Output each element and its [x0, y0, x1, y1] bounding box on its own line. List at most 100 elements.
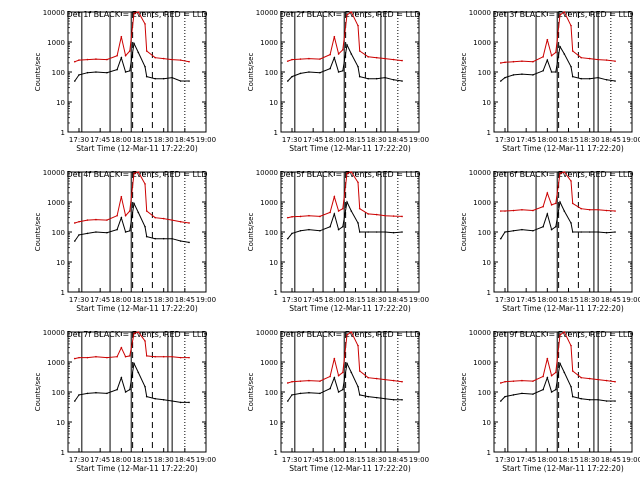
data-point-events [116, 228, 118, 231]
panel-det-4: Det 4f BLACK = Events, RED = LLD 1 10 100 10… [34, 169, 216, 313]
data-point-events [384, 76, 386, 79]
x-tick-label: 17:30 [69, 296, 89, 304]
data-point-lld [555, 202, 557, 205]
data-point-lld [319, 215, 321, 218]
data-point-events [346, 201, 348, 203]
y-tick-label: 1000 [473, 199, 491, 207]
data-point-lld [605, 379, 608, 382]
data-point-events [78, 234, 80, 236]
data-point-lld [357, 344, 359, 347]
data-point-lld [333, 35, 336, 38]
series-line-events [74, 361, 190, 403]
data-point-events [384, 397, 386, 400]
data-point-events [342, 388, 344, 391]
x-tick-label: 19:00 [409, 296, 429, 304]
data-point-lld [597, 378, 599, 381]
data-point-events [162, 398, 165, 401]
data-point-events [188, 241, 190, 244]
data-point-events [559, 362, 561, 365]
y-tick-label: 100 [52, 389, 65, 397]
data-point-lld [291, 380, 293, 383]
data-point-events [367, 395, 370, 398]
data-point-lld [73, 222, 76, 224]
y-axis-label: Counts/sec [34, 373, 42, 412]
data-point-events [392, 231, 395, 234]
data-point-events [571, 75, 574, 78]
data-point-events [350, 371, 353, 374]
series-line-lld [287, 11, 403, 62]
x-tick-label: 17:45 [516, 456, 536, 464]
x-tick-label: 18:45 [388, 296, 408, 304]
data-point-lld [367, 56, 370, 58]
x-tick-label: 18:15 [132, 136, 152, 144]
data-point-lld [384, 214, 386, 217]
data-point-lld [597, 208, 599, 211]
data-point-lld [542, 56, 544, 58]
y-axis-label: Counts/sec [247, 213, 255, 252]
data-point-events [137, 51, 140, 54]
data-point-lld [162, 217, 165, 220]
data-point-lld [73, 357, 76, 360]
data-point-lld [357, 24, 359, 27]
y-tick-label: 10 [482, 419, 491, 427]
x-tick-label: 18:30 [154, 136, 174, 144]
data-point-events [154, 77, 157, 80]
data-point-lld [504, 380, 506, 383]
data-point-events [106, 71, 108, 74]
data-point-events [375, 231, 378, 233]
data-point-events [546, 213, 549, 215]
data-point-lld [308, 379, 310, 382]
data-point-lld [188, 60, 190, 63]
x-tick-label: 18:00 [324, 136, 344, 144]
y-tick-label: 1 [274, 289, 278, 297]
data-point-events [358, 75, 361, 78]
y-tick-label: 1 [61, 129, 65, 137]
y-tick-label: 1000 [473, 359, 491, 367]
data-point-events [614, 400, 616, 402]
data-point-lld [129, 355, 131, 357]
y-tick-label: 10 [56, 419, 65, 427]
data-point-events [171, 400, 173, 402]
data-point-lld [308, 57, 310, 60]
data-point-events [86, 71, 89, 74]
y-axis-label: Counts/sec [34, 213, 42, 252]
data-point-lld [346, 334, 348, 336]
y-tick-label: 100 [265, 229, 278, 237]
data-point-events [570, 385, 572, 388]
data-point-lld [329, 375, 331, 378]
data-point-events [162, 237, 165, 240]
x-tick-label: 17:30 [69, 136, 89, 144]
data-point-lld [154, 216, 157, 219]
x-axis-label: Start Time (12-Mar-11 17:22:20) [502, 144, 624, 153]
data-point-lld [346, 172, 348, 175]
data-point-lld [350, 11, 353, 13]
x-tick-label: 17:45 [303, 136, 323, 144]
data-point-lld [563, 11, 566, 13]
data-point-lld [145, 50, 148, 52]
data-point-lld [137, 11, 140, 13]
data-point-events [588, 231, 591, 233]
data-point-lld [401, 59, 403, 62]
data-point-events [542, 69, 544, 72]
data-point-lld [291, 58, 293, 61]
data-point-lld [337, 210, 340, 212]
y-tick-label: 1000 [260, 359, 278, 367]
data-point-lld [588, 208, 591, 211]
data-point-events [512, 229, 515, 232]
data-point-lld [145, 355, 148, 357]
data-point-lld [384, 57, 386, 60]
data-point-events [357, 385, 359, 388]
x-tick-label: 17:45 [303, 296, 323, 304]
data-point-lld [179, 59, 182, 61]
panel-det-6: Det 6f BLACK = Events, RED = LLD 1 10 100 10… [460, 169, 640, 313]
data-point-lld [124, 54, 127, 57]
data-point-events [597, 76, 599, 79]
data-point-events [546, 59, 549, 61]
data-point-events [333, 213, 336, 215]
x-tick-label: 17:45 [90, 296, 110, 304]
data-point-events [614, 80, 616, 82]
data-point-events [350, 210, 353, 212]
data-point-events [401, 398, 403, 401]
data-point-events [499, 80, 502, 82]
